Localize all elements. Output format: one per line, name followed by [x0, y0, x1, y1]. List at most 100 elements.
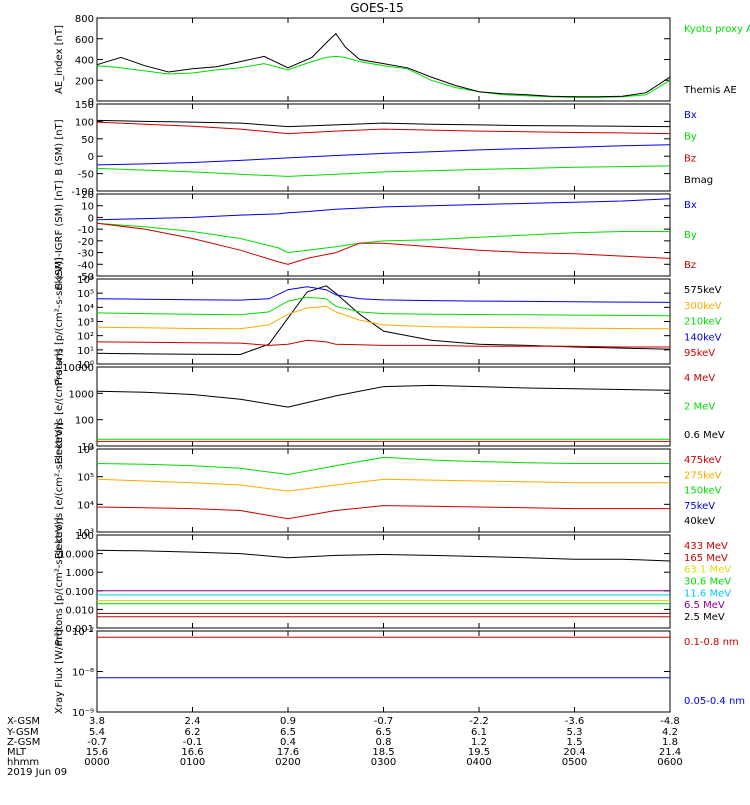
legend-by: By — [684, 132, 697, 143]
panel-2: -100 -50 0 50 100 150 B (SM) [nT] Bx By Bz Bmag — [54, 100, 713, 198]
series-line-bx — [96, 198, 671, 221]
footer-value: 6.5 — [376, 727, 392, 738]
footer-value: 0.4 — [280, 737, 296, 748]
footer-value: 0.8 — [376, 737, 392, 748]
footer-value: -3.6 — [565, 716, 585, 727]
footer-value: 17.6 — [277, 747, 299, 758]
footer-row-label: hhmm — [7, 757, 39, 768]
legend-by: By — [684, 230, 697, 241]
legend-0-6-mev: 0.6 MeV — [684, 430, 725, 441]
legend-bz: Bz — [684, 153, 696, 164]
legend-210kev: 210keV — [684, 317, 722, 328]
panel-frame — [96, 17, 671, 102]
y-tick-label: 0.100 — [65, 587, 94, 598]
series-line-bz — [96, 121, 671, 135]
legend-575kev: 575keV — [684, 285, 722, 296]
series-line-300kev — [96, 305, 671, 330]
legend-6-5-mev: 6.5 MeV — [684, 600, 725, 611]
footer-row-label: Y-GSM — [6, 727, 39, 738]
panel-7: 0.001 0.010 0.100 1.000 10.000 100 Protons [p/… — [54, 517, 731, 645]
panel-frame — [96, 534, 671, 629]
y-tick-label: 10 — [81, 202, 94, 213]
footer-value: -0.1 — [183, 737, 203, 748]
footer-value: -2.2 — [469, 716, 489, 727]
legend-30-6-mev: 30.6 MeV — [684, 577, 731, 588]
y-tick-label: 10³ — [77, 528, 94, 539]
footer-value: 21.4 — [659, 747, 681, 758]
footer-value: 20.4 — [563, 747, 585, 758]
y-tick-label: 400 — [75, 56, 94, 67]
footer-value: 5.4 — [89, 727, 105, 738]
series-line-150kev — [96, 456, 670, 476]
legend-bmag: Bmag — [684, 175, 713, 186]
footer-value: 6.2 — [185, 727, 201, 738]
legend-140kev: 140keV — [684, 332, 722, 343]
y-tick-label: 10⁶ — [77, 445, 94, 456]
legend-bz: Bz — [684, 260, 696, 271]
panel-frame — [96, 366, 671, 447]
series-line-bx — [96, 144, 671, 166]
series-line-210kev — [96, 296, 671, 317]
legend-4-mev: 4 MeV — [684, 373, 715, 384]
y-axis-label: Xray Flux [W/m²] — [54, 629, 65, 714]
footer-value: 0600 — [657, 757, 682, 768]
footer-value: 1.5 — [567, 737, 583, 748]
series-line-by — [96, 222, 670, 254]
plot-title: GOES-15 — [350, 1, 404, 15]
y-tick-label: 100 — [75, 416, 94, 427]
footer-row-label: MLT — [7, 747, 27, 758]
series-line-575kev — [96, 285, 671, 356]
panel-6: 10³ 10⁴ 10⁵ 10⁶ Electrons [e/(cm²-s-sr-keV)]… — [54, 422, 722, 559]
y-tick-label: 0.001 — [65, 624, 94, 635]
y-tick-label: -40 — [78, 260, 94, 271]
y-tick-label: 600 — [75, 35, 94, 46]
panel-4: 10⁰ 10¹ 10² 10³ 10⁴ 10⁵ 10⁶ Protons [p/(cm²-s-s… — [54, 257, 722, 385]
y-tick-label: -50 — [78, 170, 94, 181]
series-line-140kev — [96, 286, 671, 303]
footer-row-label: X-GSM — [7, 716, 40, 727]
footer-value: -4.8 — [660, 716, 680, 727]
footer-value: 1.8 — [662, 737, 678, 748]
y-axis-label: AE_index [nT] — [54, 25, 65, 94]
y-axis-label: Electrons [e/(cm²-s-sr-keV)] — [54, 422, 65, 559]
panel-8: 10⁻⁹ 10⁻⁸ 10⁻⁷ Xray Flux [W/m²] 0.1-0.8 nm 0.… — [54, 627, 745, 719]
footer-row-label: 2019 Jun 09 — [7, 767, 67, 778]
y-tick-label: 10⁻⁸ — [72, 668, 94, 679]
legend-95kev: 95keV — [684, 348, 715, 359]
series-line-by — [96, 165, 671, 177]
y-tick-label: 800 — [75, 14, 94, 25]
series-line-475kev — [96, 505, 670, 520]
y-tick-label: -50 — [78, 272, 94, 283]
y-tick-label: 0 — [88, 97, 94, 108]
y-tick-label: 10² — [77, 332, 94, 343]
y-tick-label: 10⁻⁹ — [72, 708, 94, 719]
footer-value: 6.1 — [471, 727, 487, 738]
y-tick-label: 10⁴ — [77, 303, 94, 314]
footer-value: 4.2 — [662, 727, 678, 738]
footer-value: 0000 — [84, 757, 109, 768]
footer-value: 15.6 — [86, 747, 108, 758]
footer-value: -0.7 — [87, 737, 107, 748]
y-tick-label: -20 — [78, 237, 94, 248]
series-line-bmag — [96, 119, 671, 128]
y-axis-label: Protons [p/(cm²-s-sr-keV)] — [54, 517, 65, 645]
series-line-bz — [96, 222, 671, 265]
legend-275kev: 275keV — [684, 470, 722, 481]
legend-475kev: 475keV — [684, 455, 722, 466]
y-tick-label: 10¹ — [77, 346, 94, 357]
y-axis-label: Protons [p/(cm²-s-sr-keV)] — [54, 257, 65, 385]
y-axis-label: B (SM)-IGRF (SM) [nT] — [54, 180, 65, 289]
legend-150kev: 150keV — [684, 486, 722, 497]
legend-bx: Bx — [684, 110, 697, 121]
footer-value: 16.6 — [181, 747, 203, 758]
y-tick-label: -30 — [78, 249, 94, 260]
y-axis-label: Electrons [e/(cm²-s-sr)] — [54, 349, 65, 465]
series-line-themis-ae — [96, 32, 671, 98]
panel-frame — [96, 448, 671, 533]
legend-75kev: 75keV — [684, 501, 715, 512]
footer-value: 18.5 — [372, 747, 394, 758]
